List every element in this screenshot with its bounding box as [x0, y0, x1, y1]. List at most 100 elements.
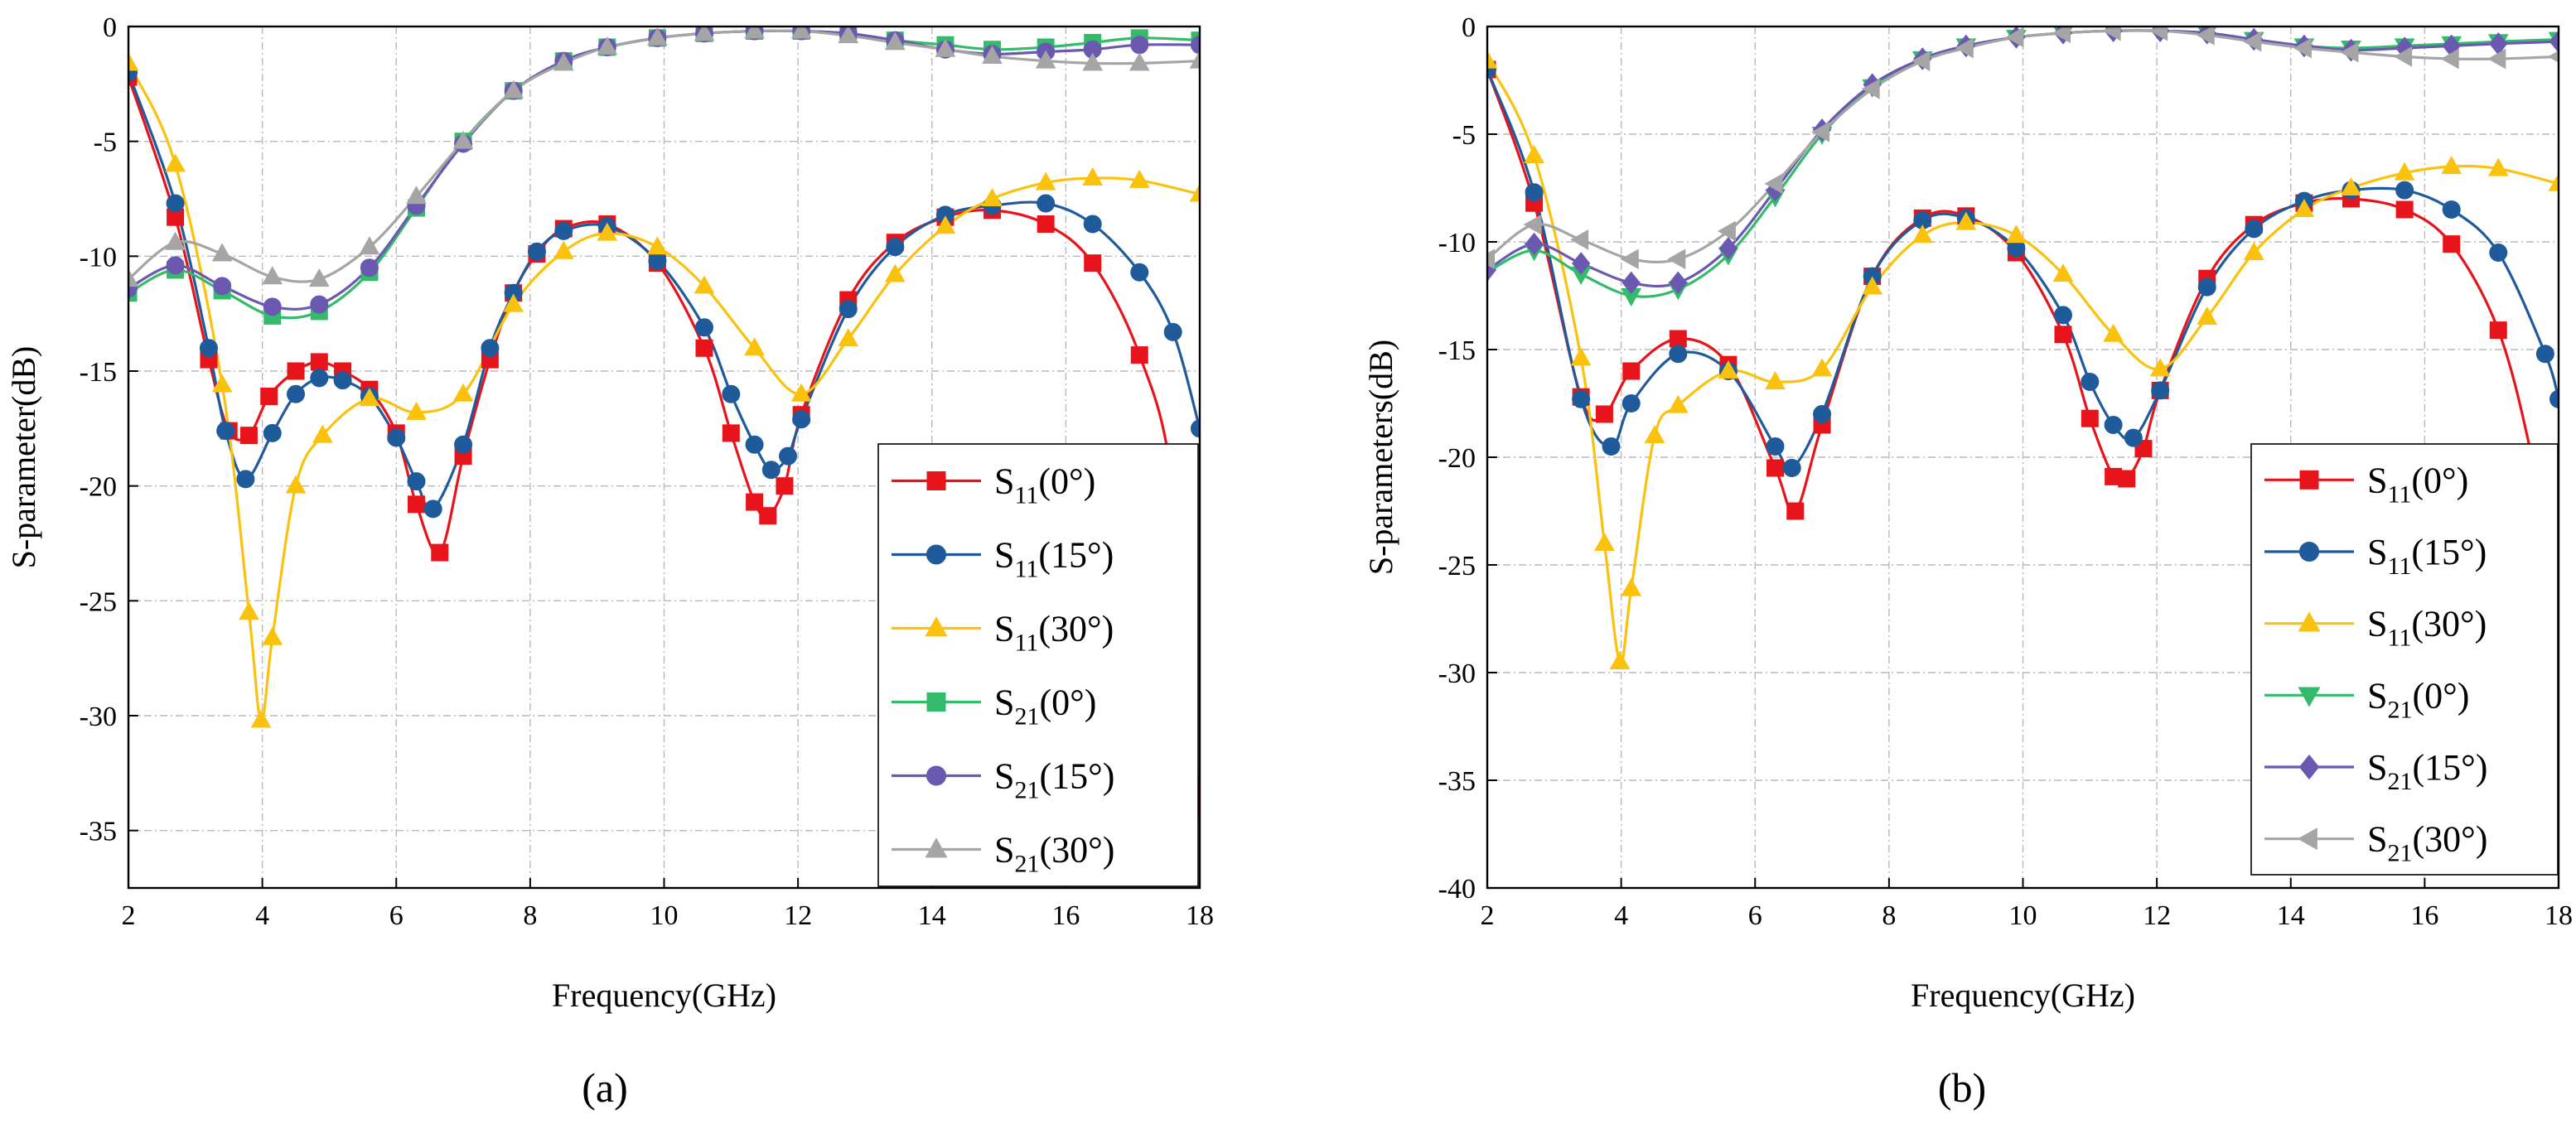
data-point — [285, 475, 307, 494]
data-point — [839, 300, 858, 319]
data-point — [1037, 215, 1055, 234]
legend-marker — [925, 837, 948, 858]
data-point — [1667, 248, 1686, 270]
x-tick-label: 10 — [2009, 900, 2037, 931]
data-point — [263, 297, 282, 316]
data-point — [1862, 276, 1883, 295]
legend-marker — [926, 692, 946, 712]
legend-label-base: S — [994, 461, 1014, 502]
legend-entry: S21(15°) — [2264, 747, 2487, 795]
data-point — [1602, 437, 1621, 456]
legend-entry: S21(15°) — [892, 756, 1114, 804]
x-tick-label: 4 — [255, 900, 269, 931]
legend-label-base: S — [994, 609, 1014, 649]
y-tick-label: -10 — [80, 242, 117, 273]
data-point — [1620, 248, 1639, 270]
data-point — [2394, 162, 2415, 181]
data-point — [1130, 263, 1149, 282]
data-point — [262, 626, 283, 645]
data-point — [1786, 502, 1805, 520]
data-point — [1717, 220, 1736, 242]
data-point — [1669, 345, 1688, 364]
data-point — [239, 601, 259, 620]
data-point — [1667, 394, 1689, 413]
panel-label: (b) — [1938, 1064, 1986, 1111]
data-point — [1572, 389, 1591, 408]
data-point — [1764, 173, 1783, 195]
data-point — [2243, 241, 2264, 260]
data-point — [694, 318, 713, 337]
y-tick-label: -25 — [80, 586, 117, 617]
legend-label-base: S — [994, 756, 1014, 797]
legend-label-sub: 21 — [2387, 768, 2412, 795]
data-point — [2489, 321, 2507, 340]
legend-entry: S11(15°) — [2264, 532, 2487, 580]
y-tick-label: 0 — [1462, 12, 1476, 43]
legend-label-base: S — [2367, 460, 2387, 500]
data-point — [128, 268, 139, 287]
x-tick-label: 10 — [650, 900, 679, 931]
x-tick-label: 18 — [2545, 900, 2573, 931]
data-point — [761, 461, 781, 480]
legend-label-base: S — [994, 683, 1014, 723]
data-point — [838, 27, 859, 44]
data-point — [1621, 577, 1642, 596]
legend-entry: S11(30°) — [2264, 604, 2487, 652]
data-point — [1130, 346, 1148, 364]
data-point — [387, 428, 406, 447]
data-point — [2149, 358, 2171, 377]
data-point — [1622, 362, 1641, 380]
data-point — [1129, 52, 1150, 71]
legend-marker — [2297, 827, 2317, 851]
legend-label-sub: 21 — [1014, 851, 1039, 878]
legend-label-suffix: (15°) — [1039, 756, 1114, 797]
data-point — [310, 353, 328, 371]
axis-ticks — [1486, 26, 2559, 889]
data-point — [648, 251, 667, 270]
y-axis-title: S-parameters(dB) — [1362, 340, 1399, 575]
data-point — [1718, 359, 1739, 379]
series-line-S21(30°) — [1487, 29, 2559, 263]
data-point — [1718, 237, 1738, 260]
data-point — [2006, 224, 2027, 244]
data-point — [1669, 330, 1687, 348]
data-point — [128, 52, 139, 71]
data-point — [1129, 169, 1150, 188]
data-point — [2535, 345, 2554, 364]
legend-label-sub: 11 — [1014, 556, 1038, 583]
data-point — [779, 446, 798, 466]
y-tick-label: -15 — [1438, 335, 1476, 366]
data-point — [503, 80, 524, 99]
legend-entry: S11(15°) — [892, 535, 1114, 583]
legend-marker — [926, 471, 946, 490]
data-point — [2549, 30, 2559, 53]
data-point — [2441, 155, 2462, 174]
legend: S11(0°)S11(15°)S11(30°)S21(0°)S21(15°)S2… — [877, 443, 1199, 887]
y-tick-label: -35 — [80, 817, 117, 847]
data-point — [1163, 322, 1182, 341]
legend-label-suffix: (15°) — [2411, 532, 2487, 572]
data-point — [553, 240, 574, 259]
data-point — [1084, 254, 1102, 273]
x-axis-title: Frequency(GHz) — [1911, 977, 2135, 1014]
data-point — [2104, 416, 2123, 434]
x-tick-label: 18 — [1186, 900, 1214, 931]
series-markers-S21(30°) — [128, 27, 1200, 287]
data-point — [1811, 122, 1830, 142]
data-point — [2549, 389, 2559, 408]
data-point — [1035, 50, 1056, 69]
data-point — [982, 187, 1003, 206]
data-point — [527, 242, 546, 261]
legend-entry: S21(30°) — [892, 830, 1114, 878]
data-point — [1571, 252, 1591, 275]
y-tick-label: -5 — [94, 128, 117, 158]
data-point — [2487, 48, 2506, 70]
y-axis-title: S-parameter(dB) — [5, 346, 42, 569]
chart-panel-a: 2 4 6 8 10 12 14 16 18 0 -5 -10 -15 -20 -25 -30 -35 Frequ… — [5, 12, 1214, 1111]
legend-label: S21(15°) — [2367, 747, 2487, 795]
data-point — [1189, 50, 1200, 69]
data-point — [722, 424, 740, 442]
legend-marker — [926, 765, 947, 786]
legend-entry: S11(0°) — [2264, 460, 2468, 508]
